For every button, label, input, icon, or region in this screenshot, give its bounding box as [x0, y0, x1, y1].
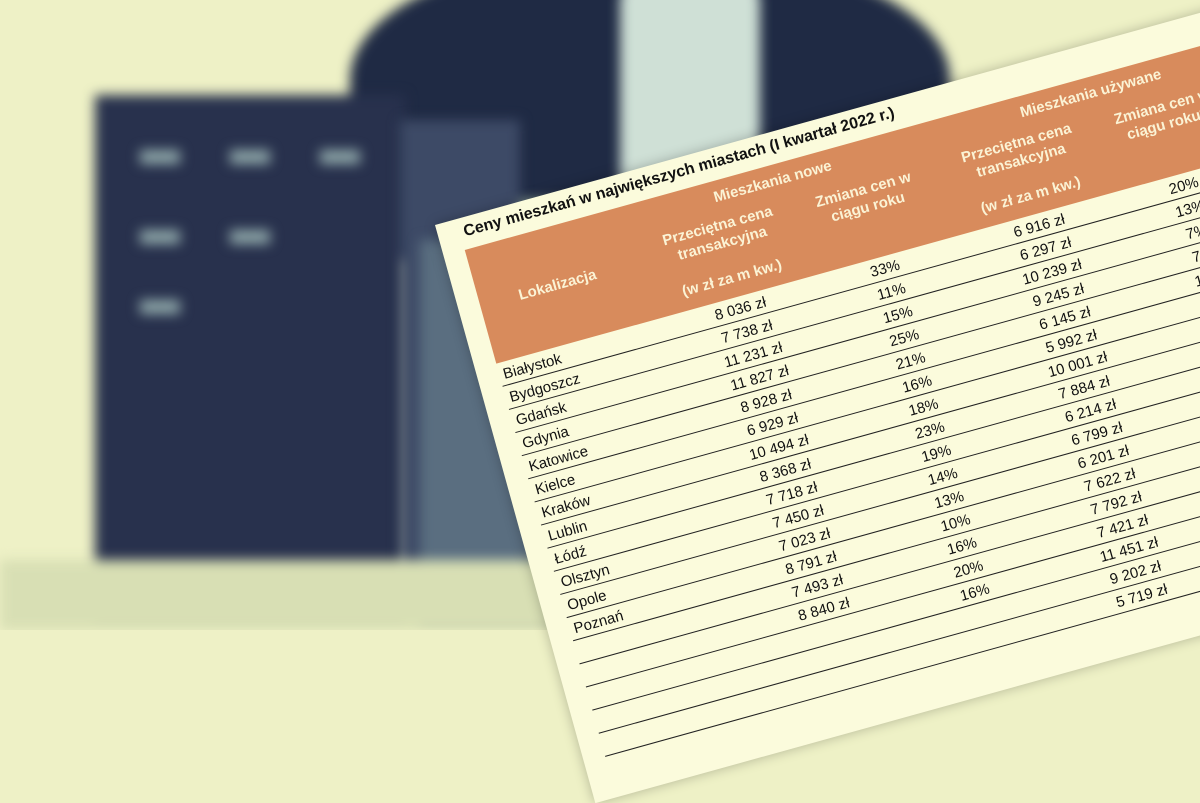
- building-window: [140, 300, 180, 314]
- building-window: [140, 150, 180, 164]
- building-window: [230, 150, 270, 164]
- header-location: Lokalizacja: [516, 266, 599, 304]
- building-window: [140, 230, 180, 244]
- building-window: [320, 150, 360, 164]
- building-window: [230, 230, 270, 244]
- building-model: [95, 95, 405, 615]
